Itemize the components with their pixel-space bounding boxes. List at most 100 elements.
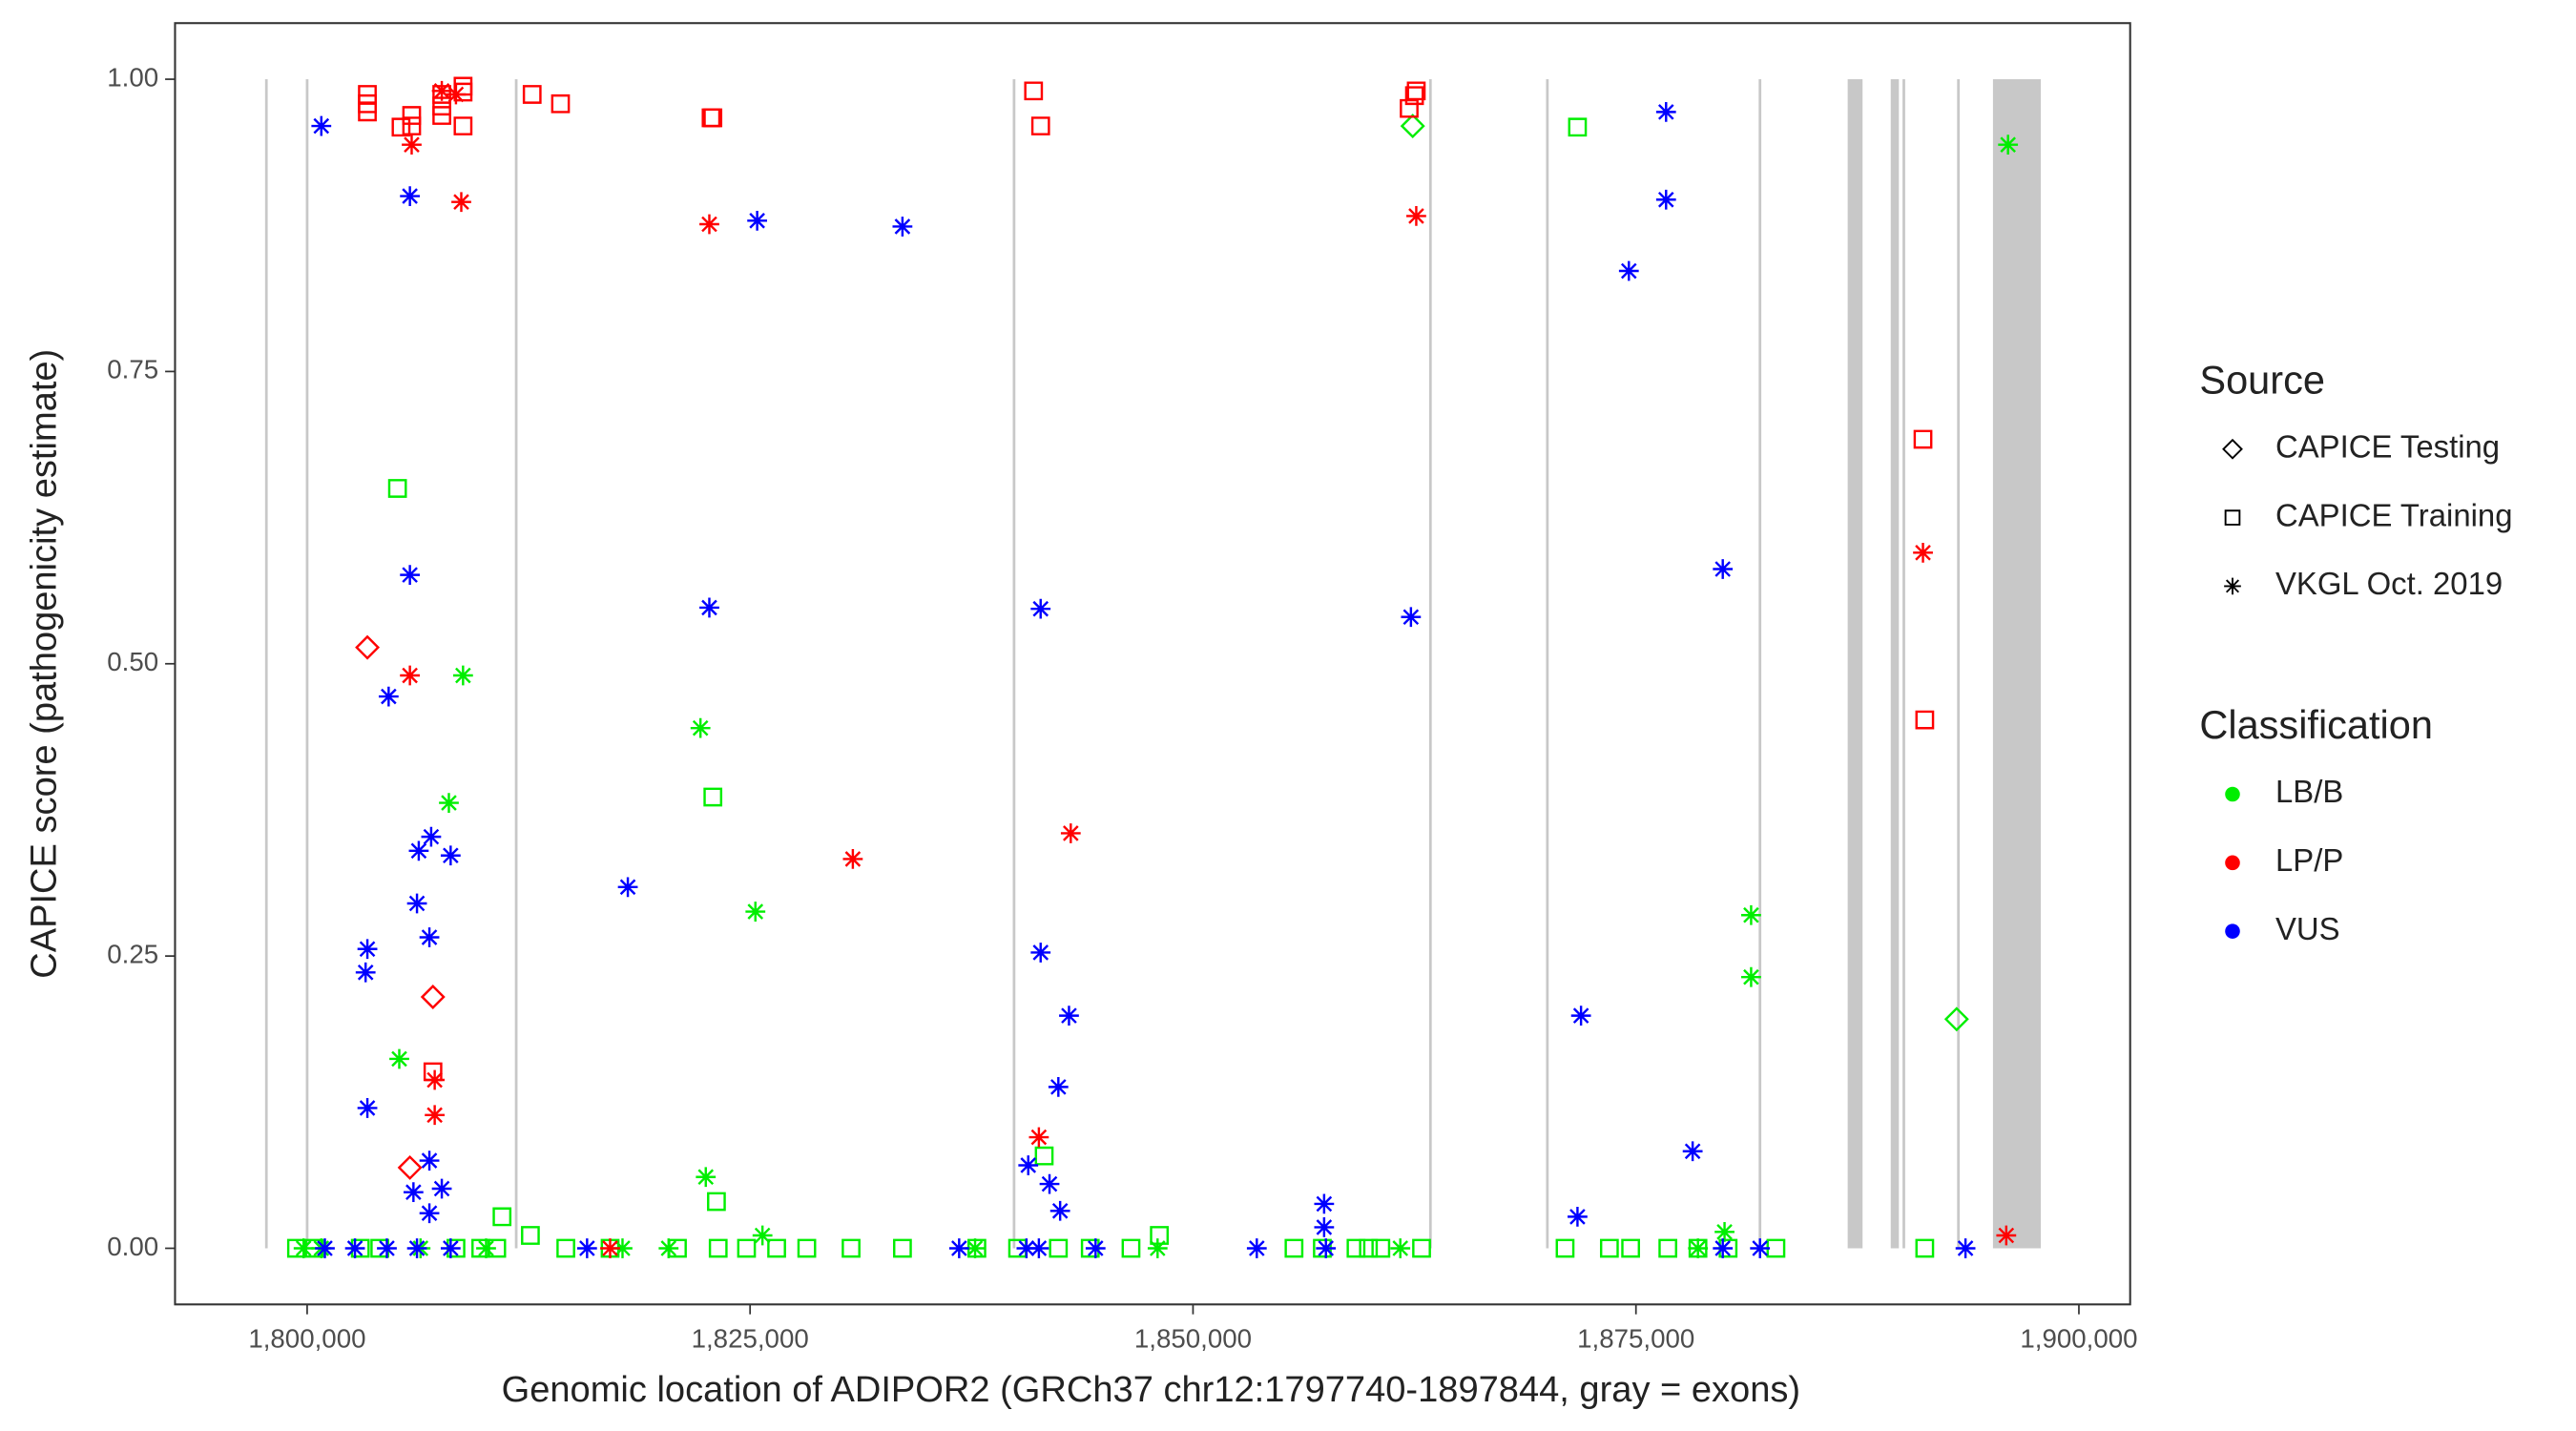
point — [357, 939, 378, 960]
exon — [514, 79, 518, 1249]
point — [355, 634, 381, 660]
point — [311, 115, 332, 136]
exon — [1992, 79, 2042, 1249]
point — [1618, 260, 1639, 281]
point — [522, 85, 542, 104]
point — [600, 1238, 620, 1258]
plot-area — [264, 76, 2042, 1258]
point — [1621, 1238, 1641, 1258]
y-tick-label: 0.00 — [107, 1232, 158, 1261]
point — [453, 116, 473, 135]
point — [355, 962, 376, 983]
point — [696, 1167, 717, 1188]
point — [1682, 1141, 1703, 1162]
legend-label: LP/P — [2275, 842, 2343, 878]
point — [440, 845, 461, 866]
point — [1039, 1173, 1060, 1194]
point — [967, 1238, 987, 1258]
point — [403, 1182, 424, 1203]
point — [703, 787, 723, 807]
point — [576, 1238, 597, 1258]
legend-symbol — [2225, 855, 2240, 871]
point — [1714, 1221, 1735, 1242]
point — [690, 717, 711, 738]
point — [408, 840, 429, 861]
point — [1915, 1238, 1935, 1258]
point — [747, 210, 767, 231]
x-tick-label: 1,800,000 — [248, 1324, 365, 1354]
x-axis-title: Genomic location of ADIPOR2 (GRCh37 chr1… — [502, 1370, 1801, 1410]
point — [1150, 1226, 1170, 1245]
point — [745, 902, 766, 922]
point — [1121, 1238, 1141, 1258]
legend-symbol — [2225, 786, 2240, 802]
point — [707, 1192, 726, 1212]
point — [1658, 1238, 1677, 1258]
point — [419, 927, 440, 947]
point — [1147, 1238, 1168, 1258]
point — [420, 985, 446, 1009]
point — [1998, 135, 2019, 156]
point — [737, 1238, 757, 1258]
legend-title: Classification — [2199, 702, 2433, 747]
exon — [1902, 79, 1905, 1249]
point — [425, 1069, 446, 1090]
point — [286, 1238, 306, 1258]
x-tick-label: 1,825,000 — [692, 1324, 809, 1354]
point — [613, 1238, 633, 1258]
exon — [1847, 79, 1863, 1249]
point — [378, 686, 399, 707]
point — [1943, 1006, 1969, 1032]
point — [1371, 1238, 1391, 1258]
point — [1568, 1207, 1588, 1227]
point — [1741, 904, 1761, 925]
point — [476, 1238, 496, 1258]
point — [419, 1203, 440, 1224]
point — [1406, 81, 1426, 101]
point — [699, 597, 719, 618]
point — [1400, 114, 1425, 139]
point — [708, 1238, 728, 1258]
point — [1915, 710, 1935, 730]
point — [1024, 81, 1044, 101]
point — [1655, 189, 1676, 210]
exon — [264, 79, 268, 1249]
point — [446, 84, 467, 105]
point — [421, 826, 442, 847]
point — [397, 1154, 423, 1180]
point — [1688, 1238, 1709, 1258]
point — [1401, 607, 1422, 628]
point — [1996, 1225, 2017, 1246]
point — [1018, 1155, 1039, 1175]
exon — [1546, 79, 1549, 1249]
point — [358, 102, 377, 122]
point — [1314, 1193, 1335, 1214]
point — [1059, 1006, 1079, 1027]
point — [400, 665, 421, 686]
point — [1030, 943, 1051, 963]
point — [965, 1238, 986, 1258]
point — [406, 893, 427, 914]
exon — [1012, 79, 1016, 1249]
point — [425, 1105, 446, 1126]
point — [377, 1238, 397, 1258]
point — [451, 192, 471, 213]
x-tick-label: 1,850,000 — [1134, 1324, 1252, 1354]
point — [1741, 966, 1761, 987]
point — [389, 1048, 409, 1069]
legend-label: LB/B — [2275, 774, 2343, 809]
point — [1390, 1238, 1411, 1258]
point — [1713, 1238, 1734, 1258]
y-tick-label: 0.50 — [107, 647, 158, 676]
point — [357, 1098, 378, 1118]
legend-label: CAPICE Training — [2275, 497, 2513, 532]
legend-title: Source — [2199, 358, 2325, 403]
point — [419, 1151, 440, 1171]
point — [1049, 1238, 1069, 1258]
legend-symbol — [2225, 923, 2240, 939]
point — [892, 217, 913, 237]
point — [1034, 1146, 1054, 1166]
